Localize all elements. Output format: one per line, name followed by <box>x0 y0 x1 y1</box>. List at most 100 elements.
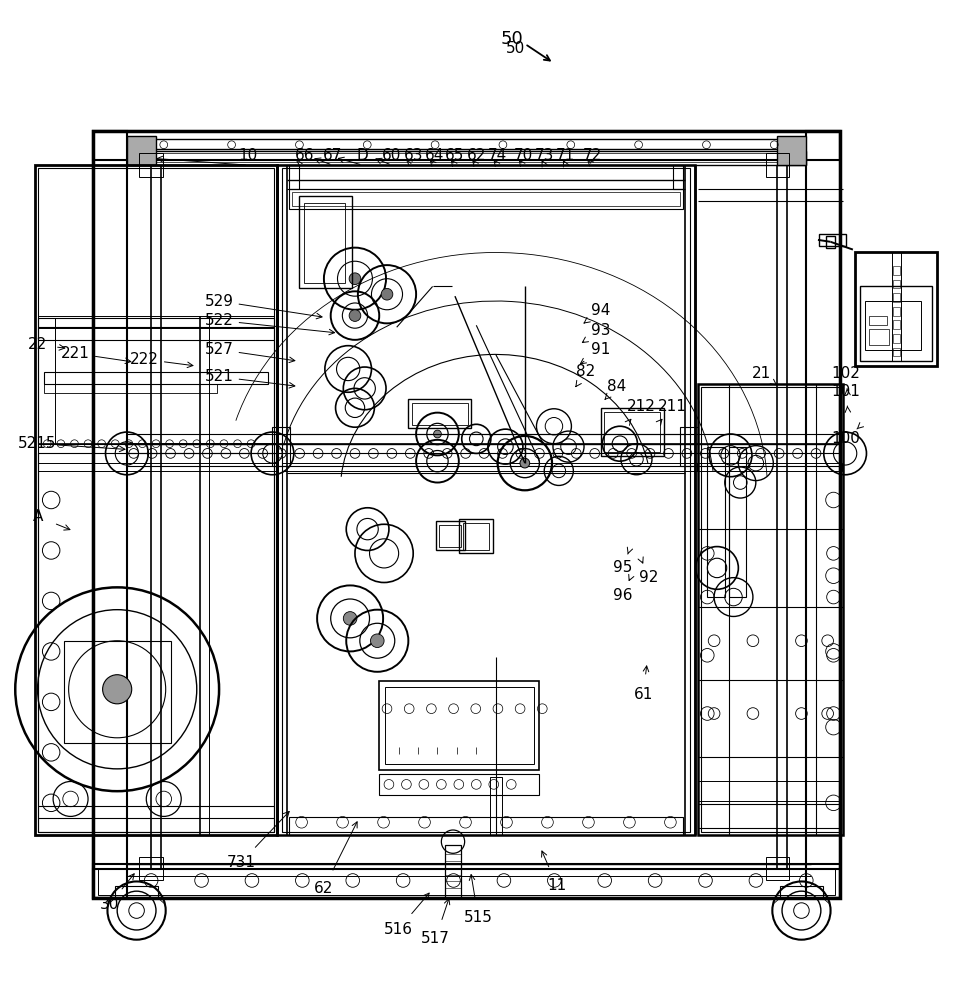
Bar <box>38 328 274 340</box>
Bar <box>298 196 352 288</box>
Bar <box>892 280 900 288</box>
Text: 61: 61 <box>634 687 653 702</box>
Bar <box>778 136 807 165</box>
Bar <box>819 234 846 246</box>
Bar <box>825 236 835 248</box>
Bar <box>698 384 843 835</box>
Bar <box>463 523 489 550</box>
Text: 211: 211 <box>658 399 687 414</box>
Bar <box>289 165 298 189</box>
Circle shape <box>370 634 384 648</box>
Text: 5215: 5215 <box>18 436 56 451</box>
Bar <box>869 329 888 345</box>
Text: 11: 11 <box>547 878 567 893</box>
Bar <box>282 168 690 832</box>
Bar <box>140 857 162 880</box>
Text: 62: 62 <box>467 148 486 163</box>
Bar <box>892 307 900 316</box>
Text: 517: 517 <box>421 931 450 946</box>
Bar <box>38 318 55 444</box>
Circle shape <box>343 612 357 625</box>
Bar <box>116 886 157 898</box>
Bar <box>674 165 683 189</box>
Circle shape <box>434 430 441 438</box>
Bar <box>93 131 127 898</box>
Text: 22: 22 <box>28 337 48 352</box>
Text: 71: 71 <box>556 148 575 163</box>
Text: 72: 72 <box>583 148 603 163</box>
Bar <box>766 153 789 177</box>
Circle shape <box>520 458 530 468</box>
Text: 212: 212 <box>627 399 656 414</box>
Text: 91: 91 <box>591 342 610 357</box>
Text: 84: 84 <box>608 379 627 394</box>
Bar <box>859 286 931 361</box>
Bar <box>93 131 840 898</box>
Circle shape <box>349 310 361 321</box>
Text: 82: 82 <box>576 364 596 379</box>
Text: 66: 66 <box>295 148 314 163</box>
Bar <box>490 777 502 835</box>
Bar <box>698 804 841 828</box>
Bar <box>698 781 841 801</box>
Text: 100: 100 <box>832 431 860 446</box>
Bar <box>729 447 746 597</box>
Bar <box>379 681 539 770</box>
Text: 65: 65 <box>445 148 465 163</box>
Bar <box>277 165 695 835</box>
Text: 95: 95 <box>613 560 633 575</box>
Text: A: A <box>32 509 43 524</box>
Bar <box>435 521 465 550</box>
Bar <box>385 687 534 764</box>
Bar <box>38 168 274 832</box>
Text: 93: 93 <box>591 323 610 338</box>
Bar <box>93 131 840 160</box>
Bar <box>93 869 840 898</box>
Bar <box>864 301 920 350</box>
Circle shape <box>349 273 361 285</box>
Bar <box>892 266 900 275</box>
Bar <box>127 151 807 165</box>
Circle shape <box>381 288 393 300</box>
Bar <box>459 519 493 553</box>
Text: 30: 30 <box>100 897 120 912</box>
Text: 221: 221 <box>61 346 89 361</box>
Bar <box>93 864 840 898</box>
Bar <box>408 399 471 428</box>
Text: 73: 73 <box>535 148 554 163</box>
Bar <box>766 857 789 880</box>
Bar <box>272 427 290 466</box>
Bar <box>601 408 664 456</box>
Bar <box>98 868 835 895</box>
Text: 63: 63 <box>403 148 423 163</box>
Bar <box>708 447 725 597</box>
Bar <box>807 131 840 898</box>
Text: 50: 50 <box>501 30 524 48</box>
Bar <box>892 348 900 356</box>
Bar <box>35 165 277 835</box>
Bar <box>869 316 886 325</box>
Text: 529: 529 <box>204 294 233 309</box>
Bar <box>892 320 900 329</box>
Text: 74: 74 <box>488 148 507 163</box>
Text: 64: 64 <box>425 148 444 163</box>
Bar <box>130 153 804 162</box>
Text: 96: 96 <box>613 588 633 603</box>
Text: 60: 60 <box>382 148 401 163</box>
Text: 527: 527 <box>205 342 233 357</box>
Bar <box>304 203 345 283</box>
Bar <box>38 463 277 471</box>
Bar <box>445 845 461 898</box>
Bar <box>892 293 900 302</box>
Text: 62: 62 <box>314 881 333 896</box>
Bar <box>292 192 680 206</box>
Bar <box>412 403 468 425</box>
Text: 67: 67 <box>323 148 342 163</box>
Bar <box>781 886 823 898</box>
Text: 94: 94 <box>591 303 610 318</box>
Bar <box>892 334 900 343</box>
Text: 731: 731 <box>226 855 256 870</box>
Bar <box>38 453 274 832</box>
Text: 102: 102 <box>832 366 860 381</box>
Text: 10: 10 <box>238 148 258 163</box>
